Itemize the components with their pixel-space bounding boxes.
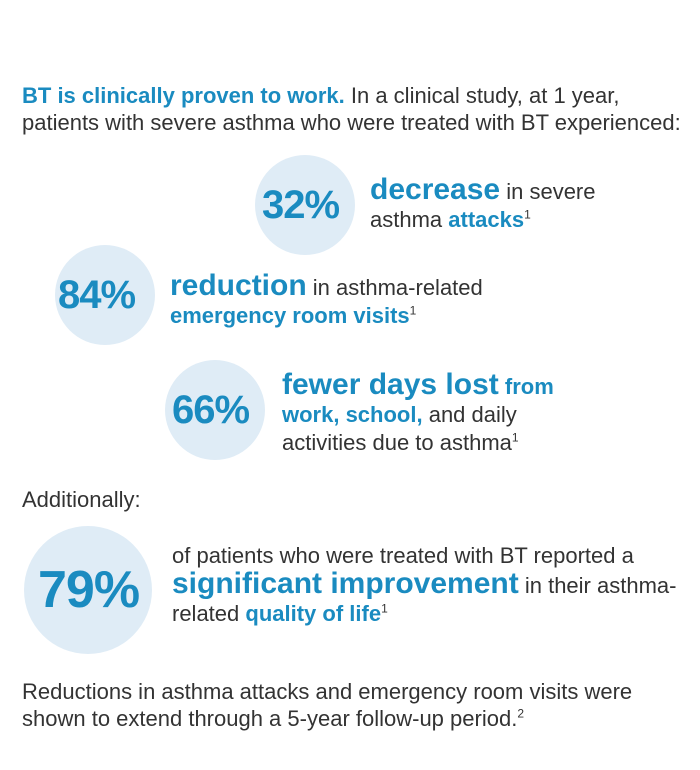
stat-run: in their asthma-related: [172, 573, 677, 626]
additionally: Additionally:: [22, 487, 141, 512]
stat-percent: 84%: [58, 273, 136, 317]
stat-percent: 32%: [262, 183, 340, 227]
circle: [24, 526, 152, 654]
stat-run: emergency room visits: [170, 303, 410, 328]
stat-run: of patients who were treated with BT rep…: [172, 543, 634, 568]
stat-text: of patients who were treated with BT rep…: [172, 542, 687, 628]
stat-run: attacks: [448, 207, 525, 232]
circle: [255, 155, 355, 255]
stat-run: 1: [409, 303, 417, 318]
footer: Reductions in asthma attacks and emergen…: [22, 678, 682, 732]
stat-text: reduction in asthma-related emergency ro…: [170, 269, 550, 330]
stat-run: quality of life: [245, 601, 382, 626]
stat-run: reduction: [170, 269, 307, 302]
stat-text: decrease in severe asthma attacks1: [370, 173, 630, 234]
intro-lead: BT is clinically proven to work.: [22, 83, 345, 108]
stat-text: fewer days lost from work, school, and d…: [282, 368, 582, 457]
stat-run: 1: [511, 430, 519, 445]
circle: [55, 245, 155, 345]
intro-text: In a clinical study, at 1 year, patients…: [22, 83, 681, 135]
circle: [165, 360, 265, 460]
stat-run: from work, school,: [282, 374, 554, 427]
footnote-ref: 2: [517, 706, 524, 721]
footer-text: Reductions in asthma attacks and emergen…: [22, 679, 633, 731]
stat-run: 1: [524, 207, 531, 222]
stat-run: and daily activities due to asthma: [282, 402, 517, 455]
stat-run: significant improvement: [172, 567, 519, 600]
stat-run: 1: [381, 601, 388, 616]
stat-run: decrease: [370, 173, 501, 206]
stat-run: in severe asthma: [370, 179, 596, 232]
intro: BT is clinically proven to work. In a cl…: [22, 82, 682, 136]
stat-percent: 66%: [172, 388, 250, 432]
stat-run: fewer days lost: [282, 368, 499, 401]
stat-run: in asthma-related: [306, 275, 483, 300]
stat-percent: 79%: [38, 561, 140, 619]
